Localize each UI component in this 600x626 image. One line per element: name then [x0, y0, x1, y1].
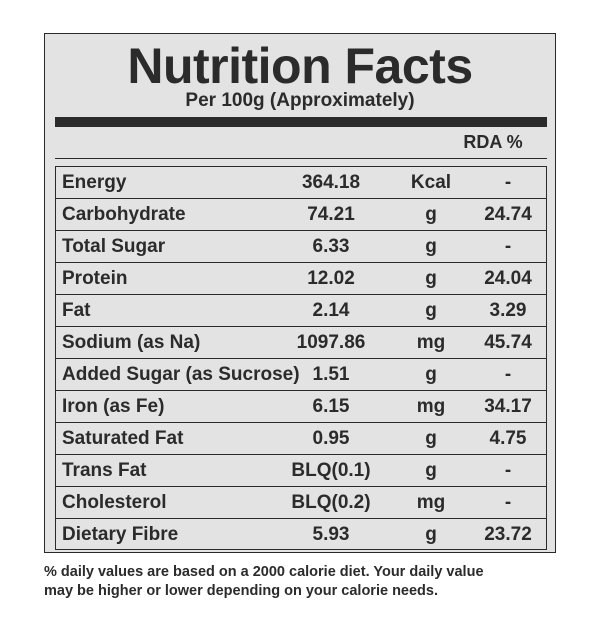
nutrient-name: Fat: [62, 300, 91, 321]
nutrient-name: Saturated Fat: [62, 428, 184, 449]
nutrient-rda: -: [504, 492, 512, 513]
nutrient-rda: -: [504, 236, 512, 257]
nutrient-unit: g: [425, 300, 437, 321]
nutrient-name: Dietary Fibre: [62, 524, 179, 545]
header-divider: [55, 158, 547, 159]
nutrient-rda: 23.72: [484, 524, 532, 545]
nutrient-name: Cholesterol: [62, 492, 167, 513]
nutrient-unit: mg: [416, 332, 446, 353]
nutrient-value: 6.33: [312, 236, 350, 257]
table-row: Total Sugar 6.33 g -: [56, 231, 546, 263]
table-row: Saturated Fat 0.95 g 4.75: [56, 423, 546, 455]
nutrient-unit: g: [425, 236, 437, 257]
table-row: Iron (as Fe) 6.15 mg 34.17: [56, 391, 546, 423]
thick-divider: [55, 117, 547, 127]
nutrient-rda: 34.17: [484, 396, 532, 417]
nutrient-unit: Kcal: [410, 172, 452, 193]
nutrient-value: 2.14: [312, 300, 350, 321]
nutrient-name: Sodium (as Na): [62, 332, 201, 353]
nutrient-unit: g: [425, 268, 437, 289]
nutrient-rda: 3.29: [489, 300, 527, 321]
nutrient-value: 12.02: [307, 268, 355, 289]
nutrient-rda: -: [504, 364, 512, 385]
label-title: Nutrition Facts: [127, 38, 473, 94]
nutrient-unit: mg: [416, 396, 446, 417]
nutrient-rda: 4.75: [489, 428, 527, 449]
table-row: Trans Fat BLQ(0.1) g -: [56, 455, 546, 487]
table-row: Fat 2.14 g 3.29: [56, 295, 546, 327]
nutrient-rda: -: [504, 172, 512, 193]
table-row: Protein 12.02 g 24.04: [56, 263, 546, 295]
table-row: Sodium (as Na) 1097.86 mg 45.74: [56, 327, 546, 359]
nutrient-value: 0.95: [312, 428, 350, 449]
nutrient-table: Energy 364.18 Kcal - Carbohydrate 74.21 …: [55, 166, 547, 550]
nutrient-value: BLQ(0.2): [291, 492, 371, 513]
nutrient-name: Energy: [62, 172, 127, 193]
table-row: Dietary Fibre 5.93 g 23.72: [56, 519, 546, 551]
nutrient-rda: -: [504, 460, 512, 481]
nutrient-unit: mg: [416, 492, 446, 513]
nutrient-unit: g: [425, 428, 437, 449]
nutrient-name: Iron (as Fe): [62, 396, 165, 417]
nutrient-value: 364.18: [301, 172, 361, 193]
footnote-line: may be higher or lower depending on your…: [44, 583, 438, 599]
nutrient-unit: g: [425, 364, 437, 385]
nutrient-value: BLQ(0.1): [291, 460, 371, 481]
table-row: Cholesterol BLQ(0.2) mg -: [56, 487, 546, 519]
nutrient-rda: 24.74: [484, 204, 532, 225]
daily-value-footnote: % daily values are based on a 2000 calor…: [44, 563, 564, 601]
nutrient-name: Carbohydrate: [62, 204, 186, 225]
table-row: Added Sugar (as Sucrose) 1.51 g -: [56, 359, 546, 391]
nutrient-unit: g: [425, 524, 437, 545]
table-row: Carbohydrate 74.21 g 24.74: [56, 199, 546, 231]
nutrient-value: 6.15: [312, 396, 350, 417]
nutrient-value: 1097.86: [296, 332, 366, 353]
nutrient-value: 74.21: [307, 204, 355, 225]
label-subtitle: Per 100g (Approximately): [185, 90, 415, 111]
nutrient-name: Protein: [62, 268, 128, 289]
nutrient-value: 1.51: [312, 364, 350, 385]
nutrient-name: Total Sugar: [62, 236, 166, 257]
nutrient-name: Added Sugar (as Sucrose): [62, 364, 300, 385]
nutrition-facts-panel: Nutrition Facts Per 100g (Approximately)…: [44, 33, 556, 553]
nutrient-unit: g: [425, 460, 437, 481]
nutrient-value: 5.93: [312, 524, 350, 545]
nutrient-rda: 24.04: [484, 268, 532, 289]
nutrient-name: Trans Fat: [62, 460, 147, 481]
nutrient-unit: g: [425, 204, 437, 225]
rda-column-header: RDA %: [463, 132, 523, 152]
footnote-line: % daily values are based on a 2000 calor…: [44, 564, 484, 580]
table-row: Energy 364.18 Kcal -: [56, 167, 546, 199]
nutrient-rda: 45.74: [484, 332, 532, 353]
